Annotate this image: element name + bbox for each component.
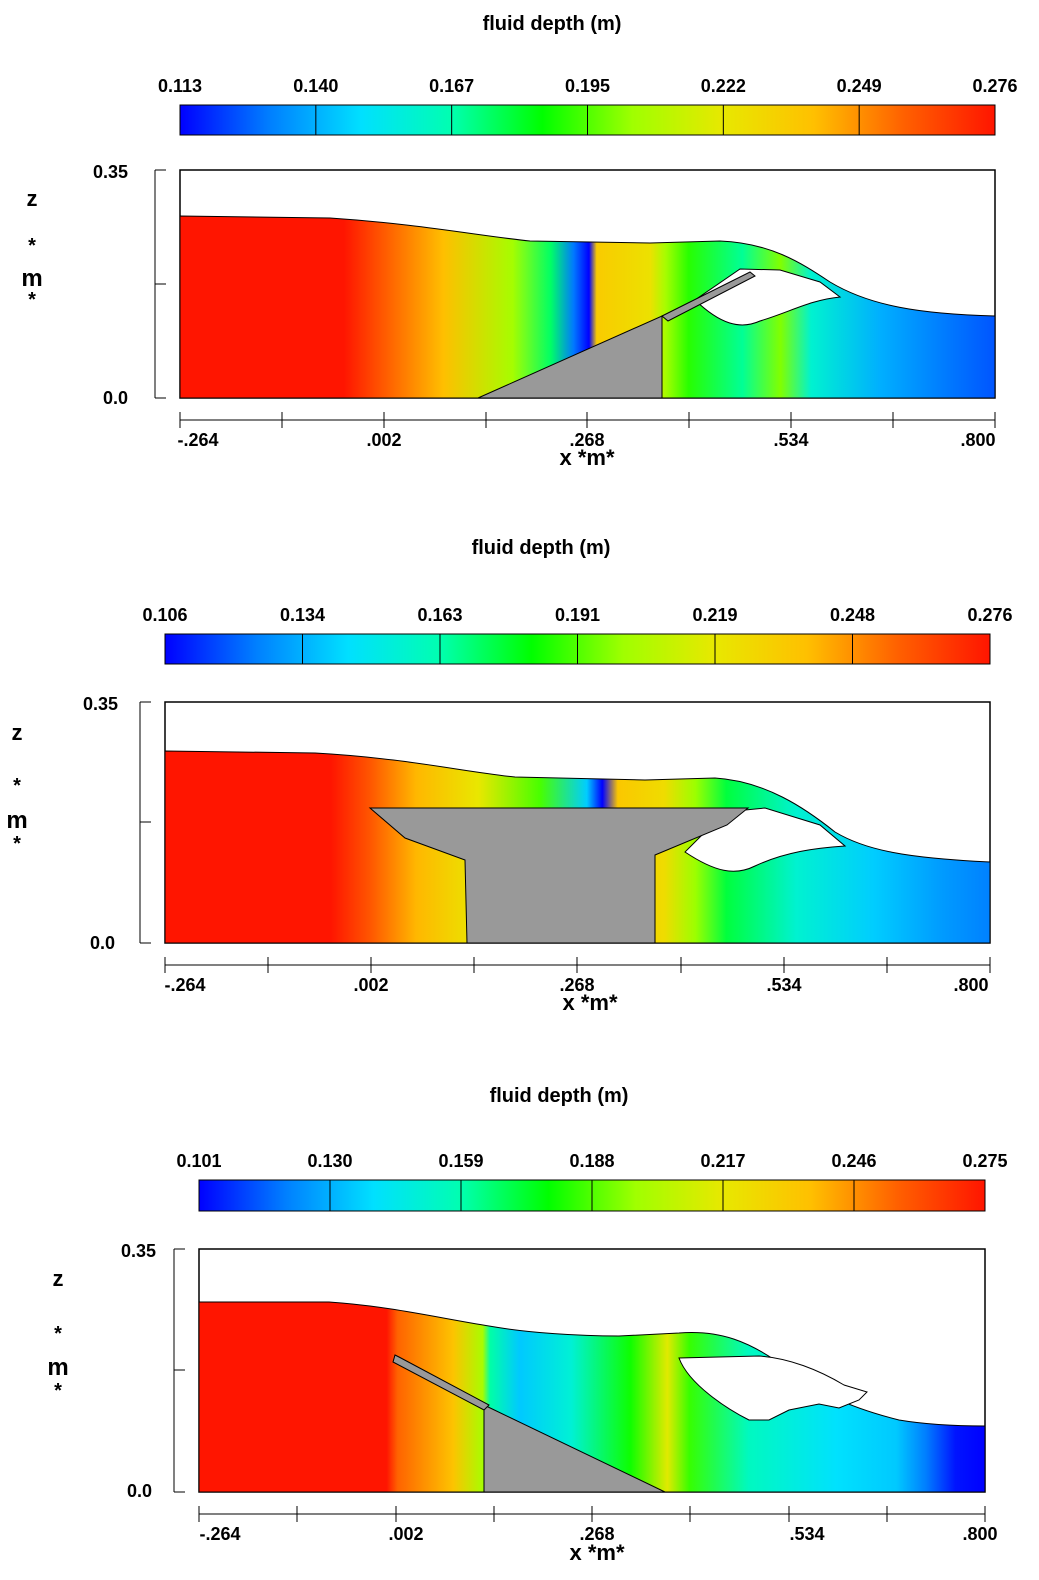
panel-3-colorbar-tick-label: 0.159: [438, 1151, 483, 1171]
panel-1-colorbar-tick-label: 0.195: [565, 76, 610, 96]
panel-3-y-label-star-b: *: [54, 1380, 62, 1402]
panel-2-colorbar-tick-label: 0.134: [280, 605, 325, 625]
panel-3-air-pocket: [678, 1355, 868, 1421]
panel-2-colorbar-tick-label: 0.219: [692, 605, 737, 625]
panel-3-y-label-m: m: [47, 1354, 68, 1381]
panel-2-obstacle: [368, 807, 750, 944]
panel-1-x-axis: -.264 .002 .268 .534 .800 x *m*: [177, 412, 996, 470]
panel-2-x-label: x *m*: [562, 990, 617, 1015]
panel-3-colorbar-tick-label: 0.130: [307, 1151, 352, 1171]
panel-3-plate: [392, 1354, 490, 1411]
panel-2-y-label-m: m: [6, 807, 27, 834]
panel-1-obstacle: [477, 315, 663, 399]
panel-2-y-axis: 0.35 0.0: [83, 694, 151, 953]
panel-3-obstacle: [483, 1404, 666, 1493]
panel-1-colorbar-tick-label: 0.249: [837, 76, 882, 96]
panel-2-colorbar-tick-label: 0.248: [830, 605, 875, 625]
panel-1-colorbar-tick-label: 0.113: [158, 76, 202, 96]
panel-3-colorbar: 0.101 0.130 0.159 0.188 0.217 0.246 0.275: [176, 1151, 1008, 1212]
panel-3-colorbar-tick-label: 0.101: [176, 1151, 221, 1171]
panel-3-fluid-region: [198, 1301, 986, 1493]
panel-2-x-tick-3: .534: [766, 975, 801, 995]
panel-2-y-label-star-b: *: [13, 833, 21, 855]
panel-1-colorbar-tick-label: 0.167: [429, 76, 474, 96]
panel-2-plot-area: [164, 701, 991, 944]
panel-3-y-label-star-a: *: [54, 1323, 62, 1345]
panel-2-y-label-star-a: *: [13, 775, 21, 797]
panel-3-colorbar-tick-label: 0.188: [569, 1151, 614, 1171]
panel-3-x-axis: -.264 .002 .268 .534 .800 x *m*: [198, 1506, 998, 1565]
panel-3-plot-area: [198, 1248, 986, 1493]
panel-3-x-tick-2: .268: [579, 1524, 614, 1544]
panel-3-x-tick-3: .534: [789, 1524, 824, 1544]
panel-1-plot-area: [179, 169, 996, 399]
panel-1-y-label-z: z: [27, 186, 38, 211]
panel-3-y-label-z: z: [53, 1266, 64, 1291]
panel-2-colorbar-tick-label: 0.163: [417, 605, 462, 625]
panel-3-y-tick-top: 0.35: [121, 1241, 156, 1261]
panel-1-y-label-star-b: *: [28, 289, 36, 311]
panel-3-colorbar-tick-label: 0.217: [700, 1151, 745, 1171]
panel-1-plate: [661, 271, 756, 322]
panel-2-x-tick-4: .800: [953, 975, 988, 995]
panel-2-colorbar-tick-label: 0.191: [555, 605, 600, 625]
panel-1-colorbar: 0.113 0.140 0.167 0.195 0.222 0.249 0.276: [158, 76, 1018, 136]
panel-1-colorbar-tick-label: 0.222: [701, 76, 746, 96]
panel-2-x-tick-1: .002: [353, 975, 388, 995]
panel-1-x-tick-3: .534: [773, 430, 808, 450]
panel-3-x-tick-0: -.264: [199, 1524, 240, 1544]
panel-1-fluid-region: [179, 215, 996, 399]
panel-3-colorbar-tick-label: 0.246: [831, 1151, 876, 1171]
panel-2-colorbar: 0.106 0.134 0.163 0.191 0.219 0.248 0.276: [142, 605, 1013, 665]
panel-1-colorbar-tick-label: 0.140: [293, 76, 338, 96]
panel-2-colorbar-tick-label: 0.276: [967, 605, 1012, 625]
panel-1-x-tick-0: -.264: [177, 430, 218, 450]
panel-3-x-tick-1: .002: [388, 1524, 423, 1544]
panel-3-x-tick-4: .800: [962, 1524, 997, 1544]
panel-2-title: fluid depth (m): [472, 537, 611, 559]
panel-1-y-axis: 0.35 0.0: [93, 162, 166, 408]
panel-2-x-tick-2: .268: [559, 975, 594, 995]
panel-1: fluid depth (m) 0.113 0.140 0.167 0.195 0.22…: [21, 13, 1017, 470]
panel-1-x-tick-1: .002: [366, 430, 401, 450]
panel-3-y-tick-bottom: 0.0: [127, 1481, 152, 1501]
panel-2-y-tick-top: 0.35: [83, 694, 118, 714]
panel-3-title: fluid depth (m): [490, 1085, 629, 1107]
panel-1-title: fluid depth (m): [483, 13, 622, 35]
panel-2-colorbar-tick-label: 0.106: [142, 605, 187, 625]
panel-2-x-axis: -.264 .002 .268 .534 .800 x *m*: [164, 957, 991, 1015]
panel-1-y-tick-bottom: 0.0: [103, 388, 128, 408]
panel-3-x-label: x *m*: [569, 1540, 624, 1565]
panel-1-x-tick-2: .268: [569, 430, 604, 450]
panel-2: fluid depth (m) 0.106 0.134 0.163 0.191 0.21…: [6, 537, 1012, 1015]
panel-1-y-label-m: m: [21, 265, 42, 292]
panel-3-colorbar-tick-label: 0.275: [962, 1151, 1007, 1171]
panel-1-x-tick-4: .800: [960, 430, 995, 450]
panel-3: fluid depth (m) 0.101 0.130 0.159 0.188 0.21…: [47, 1085, 1007, 1565]
panel-2-y-label-z: z: [12, 720, 23, 745]
panel-3-y-axis: 0.35 0.0: [121, 1241, 185, 1501]
panel-2-x-tick-0: -.264: [164, 975, 205, 995]
panel-1-colorbar-tick-label: 0.276: [972, 76, 1017, 96]
panel-2-y-tick-bottom: 0.0: [90, 933, 115, 953]
panel-1-y-tick-top: 0.35: [93, 162, 128, 182]
panel-1-y-label-star-a: *: [28, 235, 36, 257]
panel-1-x-label: x *m*: [559, 445, 614, 470]
